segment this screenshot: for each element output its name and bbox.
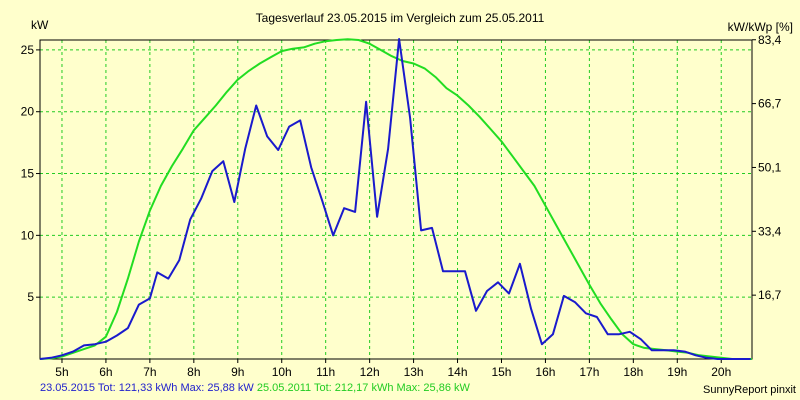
- plot-area: [40, 40, 752, 359]
- y-tick-label-right: 33,4: [758, 224, 782, 238]
- y-tick-label-left: 25: [21, 43, 35, 57]
- plot-frame: [39, 39, 753, 360]
- chart-title: Tagesverlauf 23.05.2015 im Vergleich zum…: [255, 11, 545, 25]
- x-tick-label: 17h: [579, 365, 599, 379]
- x-tick-label: 5h: [55, 365, 68, 379]
- y-axis-label-right: kW/kWp [%]: [727, 20, 793, 34]
- x-tick-label: 7h: [143, 365, 156, 379]
- y-tick-label-right: 83,4: [758, 33, 782, 47]
- y-tick-label-left: 15: [21, 167, 35, 181]
- x-tick-label: 20h: [711, 365, 731, 379]
- y-tick-label-right: 66,7: [758, 97, 782, 111]
- credit-label: SunnyReport pinxit: [703, 384, 796, 396]
- y-axis-label-left: kW: [31, 18, 49, 32]
- x-tick-label: 10h: [272, 365, 292, 379]
- y-tick-label-left: 20: [21, 105, 35, 119]
- x-tick-label: 18h: [623, 365, 643, 379]
- series-line-2015: [39, 38, 751, 360]
- x-tick-label: 8h: [187, 365, 200, 379]
- x-tick-label: 14h: [448, 365, 468, 379]
- x-tick-label: 19h: [667, 365, 687, 379]
- y-tick-label-right: 16,7: [758, 288, 782, 302]
- x-tick-label: 13h: [404, 365, 424, 379]
- y-tick-label-left: 10: [21, 228, 35, 242]
- legend-footer: 23.05.2015 Tot: 121,33 kWh Max: 25,88 kW…: [40, 382, 470, 394]
- legend-series-2015: 23.05.2015 Tot: 121,33 kWh Max: 25,88 kW: [40, 382, 254, 394]
- chart-grid: [40, 40, 752, 359]
- y-tick-label-right: 50,1: [758, 160, 782, 174]
- chart-lines: [39, 38, 752, 360]
- y-tick-label-left: 5: [27, 290, 34, 304]
- x-tick-label: 9h: [231, 365, 244, 379]
- x-tick-label: 6h: [99, 365, 112, 379]
- legend-series-2011: 25.05.2011 Tot: 212,17 kWh Max: 25,86 kW: [256, 382, 470, 394]
- x-tick-label: 12h: [360, 365, 380, 379]
- chart-axes: [36, 39, 756, 363]
- chart-ticks: 5h 6h 7h 8h 9h 10h 11h 12h 13h 14h 15h 16h 17h 18h 19h…: [21, 33, 782, 379]
- x-tick-label: 16h: [535, 365, 555, 379]
- x-tick-label: 11h: [316, 365, 335, 379]
- x-tick-label: 15h: [491, 365, 511, 379]
